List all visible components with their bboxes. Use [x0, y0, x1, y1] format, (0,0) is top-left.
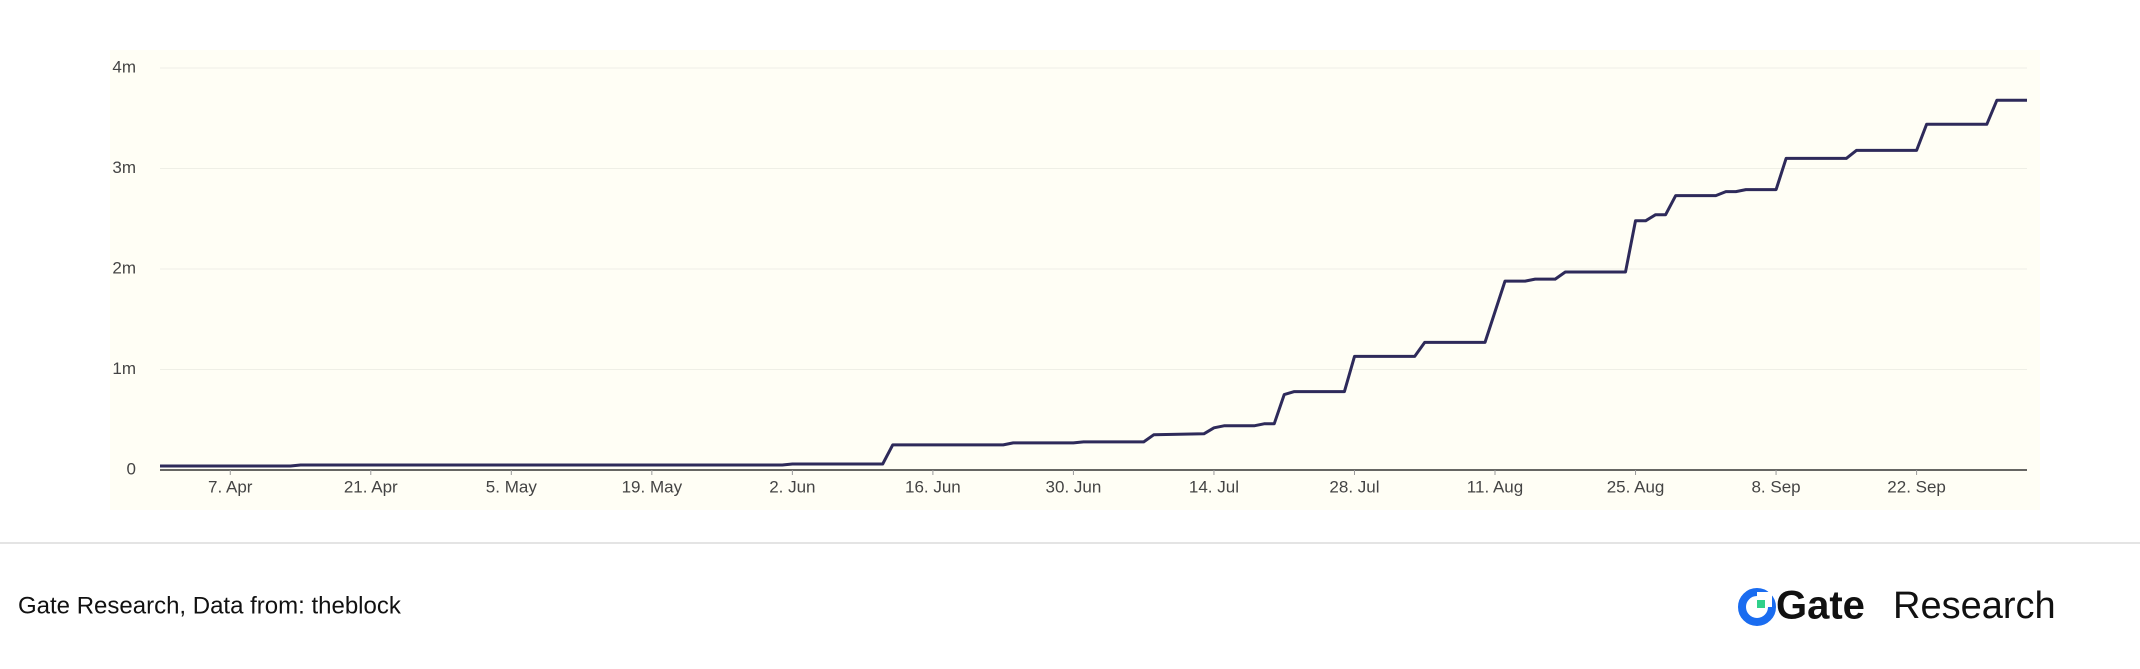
y-tick-label: 1m [112, 359, 136, 378]
x-tick-label: 28. Jul [1329, 477, 1379, 496]
x-tick-label: 22. Sep [1887, 477, 1946, 496]
x-tick-label: 7. Apr [208, 477, 253, 496]
logo-icon-dot [1757, 600, 1765, 608]
plot-background [110, 50, 2040, 510]
y-tick-label: 2m [112, 258, 136, 277]
data-line [160, 98, 2027, 468]
x-tick-label: 14. Jul [1189, 477, 1239, 496]
x-tick-label: 25. Aug [1607, 477, 1665, 496]
x-tick-label: 2. Jun [769, 477, 815, 496]
x-tick-label: 16. Jun [905, 477, 961, 496]
source-note: Gate Research, Data from: theblock [18, 592, 402, 619]
x-tick-label: 5. May [486, 477, 538, 496]
logo: Gate Research [1738, 584, 2056, 628]
y-tick-label: 4m [112, 57, 136, 76]
x-tick-label: 19. May [622, 477, 683, 496]
x-tick-label: 21. Apr [344, 477, 398, 496]
x-tick-label: 11. Aug [1467, 477, 1523, 496]
logo-suffix: Research [1893, 585, 2056, 627]
y-tick-label: 0 [127, 459, 136, 478]
x-tick-label: 8. Sep [1751, 477, 1800, 496]
y-tick-label: 3m [112, 158, 136, 177]
logo-brand: Gate [1776, 584, 1865, 628]
x-tick-label: 30. Jun [1046, 477, 1102, 496]
